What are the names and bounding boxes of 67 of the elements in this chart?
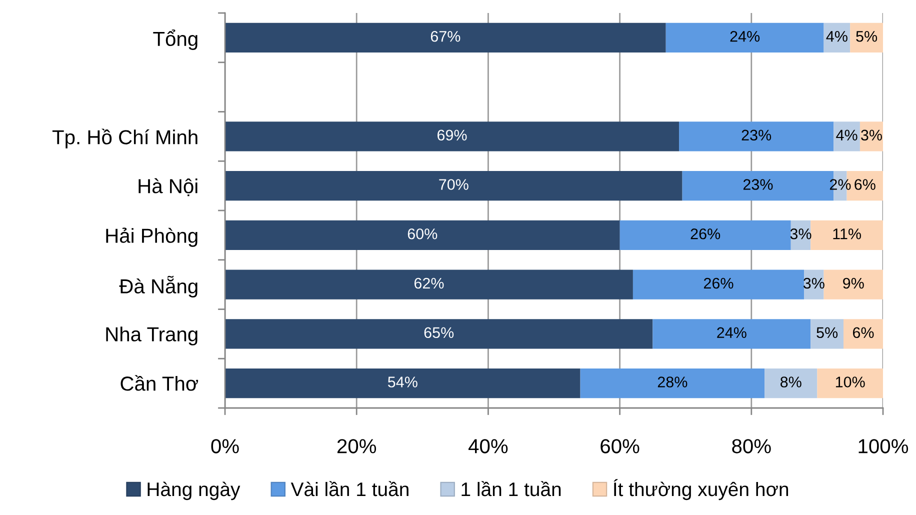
bar <box>580 368 765 398</box>
y-tick-label: Tp. Hồ Chí Minh <box>52 128 198 148</box>
data-label: 24% <box>717 327 746 338</box>
bar <box>652 319 811 349</box>
data-label: 3% <box>803 278 824 289</box>
data-label: 4% <box>836 130 858 140</box>
bar <box>764 368 818 398</box>
bar <box>225 319 653 349</box>
data-label: 28% <box>658 376 688 388</box>
data-label: 26% <box>690 228 720 240</box>
y-tick-label: Cần Thơ <box>120 375 198 391</box>
data-label: 3% <box>790 228 812 240</box>
bar <box>225 270 633 300</box>
bar <box>632 270 804 300</box>
data-label: 70% <box>439 179 468 190</box>
y-tick-label: Hải Phòng <box>106 228 198 247</box>
data-label: 23% <box>742 130 772 141</box>
y-tick-label: Hà Nội <box>138 178 198 196</box>
data-label: 69% <box>437 130 467 141</box>
bar <box>834 122 860 152</box>
data-label: 5% <box>856 31 878 42</box>
data-label: 24% <box>730 30 760 42</box>
bar <box>844 319 883 349</box>
legend-label: 1 lần 1 tuần <box>462 481 561 496</box>
bar <box>860 122 883 152</box>
y-tick-label: Đà Nẵng <box>119 276 198 298</box>
data-label: 9% <box>843 278 864 289</box>
bar <box>620 220 791 250</box>
data-label: 6% <box>852 327 874 338</box>
data-label: 26% <box>704 278 734 289</box>
data-label: 2% <box>830 179 851 190</box>
data-label: 60% <box>408 228 438 240</box>
legend-label: Vài lần 1 tuần <box>290 481 408 496</box>
x-tick-label: 40% <box>468 439 508 454</box>
bar <box>850 22 883 52</box>
data-label: 6% <box>854 179 876 190</box>
data-label: 4% <box>826 31 848 42</box>
x-tick-label: 0% <box>211 439 239 454</box>
bar <box>824 270 883 300</box>
y-tick-label: Nha Trang <box>106 326 198 346</box>
data-label: 10% <box>836 376 865 388</box>
bar <box>225 122 680 152</box>
bar <box>225 171 682 201</box>
data-label: 5% <box>816 327 838 338</box>
data-label: 8% <box>780 376 802 388</box>
y-tick-label: Tổng <box>153 30 198 50</box>
data-label: 67% <box>430 30 460 42</box>
x-tick-label: 100% <box>858 439 908 454</box>
bar <box>225 220 620 250</box>
legend-label: Hàng ngày <box>148 482 240 500</box>
bar <box>225 22 666 52</box>
bar <box>810 220 883 250</box>
legend-label: Ít thường xuyên hơn <box>614 479 788 500</box>
x-tick-label: 20% <box>337 439 376 454</box>
data-label: 11% <box>833 228 861 240</box>
x-tick-label: 80% <box>732 439 771 454</box>
bar <box>666 22 824 52</box>
bar <box>679 122 834 152</box>
data-label: 62% <box>414 278 444 289</box>
bar <box>817 368 883 398</box>
data-label: 65% <box>424 327 454 338</box>
bar <box>225 368 580 398</box>
data-label: 54% <box>388 376 418 388</box>
data-label: 3% <box>861 130 882 141</box>
x-tick-label: 60% <box>600 439 640 454</box>
bar <box>810 319 844 349</box>
data-label: 23% <box>743 179 773 190</box>
